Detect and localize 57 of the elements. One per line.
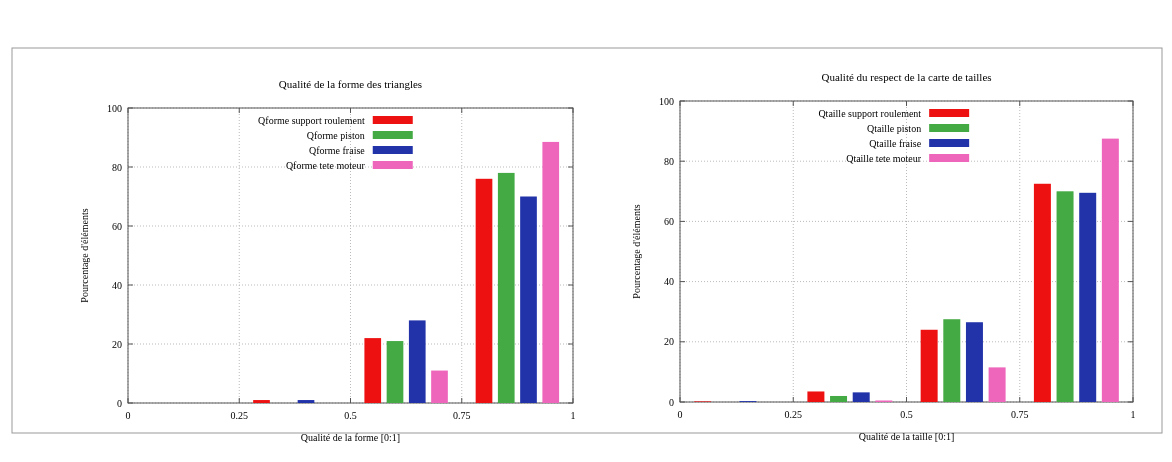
- y-tick-label: 80: [664, 155, 674, 167]
- bar: [431, 370, 448, 403]
- x-tick-label: 0.25: [230, 410, 248, 421]
- legend-label: Qforme tete moteur: [285, 159, 366, 171]
- chart-title: Qualité du respect de la carte de tailles: [821, 71, 992, 83]
- bar: [408, 320, 426, 403]
- bar: [542, 141, 560, 403]
- y-tick-label: 60: [112, 220, 122, 232]
- bar: [520, 196, 537, 403]
- bar: [1056, 191, 1074, 402]
- x-tick-label: 1: [1130, 409, 1136, 420]
- bar: [1101, 138, 1119, 402]
- y-tick-label: 80: [112, 161, 122, 173]
- legend-label: Qtaille tete moteur: [846, 152, 922, 164]
- legend-label: Qforme piston: [306, 129, 365, 141]
- bar: [475, 178, 493, 403]
- y-tick-label: 0: [117, 397, 122, 409]
- y-axis-title: Pourcentage d'éléments: [631, 204, 642, 299]
- legend-label: Qtaille fraise: [869, 137, 922, 149]
- x-axis-title: Qualité de la forme [0:1]: [300, 432, 401, 443]
- bar: [920, 329, 938, 402]
- y-tick-label: 100: [659, 95, 674, 107]
- legend-label: Qtaille piston: [866, 122, 922, 134]
- y-tick-label: 60: [664, 215, 674, 227]
- bar: [297, 400, 315, 403]
- x-tick-label: 0: [677, 409, 683, 420]
- x-tick-label: 0.5: [344, 410, 357, 421]
- bar: [965, 322, 983, 402]
- bar: [253, 400, 270, 403]
- bar: [943, 319, 961, 402]
- y-tick-label: 0: [669, 396, 674, 408]
- bar: [364, 338, 382, 403]
- bar: [807, 391, 825, 402]
- chart-title: Qualité de la forme des triangles: [278, 78, 423, 90]
- bar: [988, 367, 1006, 402]
- x-tick-label: 1: [570, 410, 576, 421]
- x-tick-label: 0.5: [900, 409, 913, 420]
- legend-label: Qforme support roulement: [258, 114, 365, 126]
- x-tick-label: 0.25: [784, 409, 802, 420]
- bar: [1033, 183, 1051, 402]
- y-tick-label: 40: [112, 279, 122, 291]
- y-tick-label: 20: [112, 338, 122, 350]
- x-tick-label: 0: [125, 410, 131, 421]
- bar: [497, 172, 515, 403]
- y-tick-label: 100: [107, 102, 122, 114]
- x-axis-title: Qualité de la taille [0:1]: [858, 431, 955, 442]
- bar: [830, 395, 848, 402]
- y-axis-title: Pourcentage d'éléments: [79, 208, 90, 303]
- bar: [852, 392, 870, 402]
- legend-label: Qforme fraise: [308, 144, 366, 156]
- x-tick-label: 0.75: [453, 410, 471, 421]
- y-tick-label: 20: [664, 336, 674, 348]
- legend-label: Qtaille support roulement: [818, 107, 922, 119]
- bar: [386, 341, 404, 403]
- y-tick-label: 40: [664, 276, 674, 288]
- x-tick-label: 0.75: [1011, 409, 1029, 420]
- bar: [1079, 192, 1097, 402]
